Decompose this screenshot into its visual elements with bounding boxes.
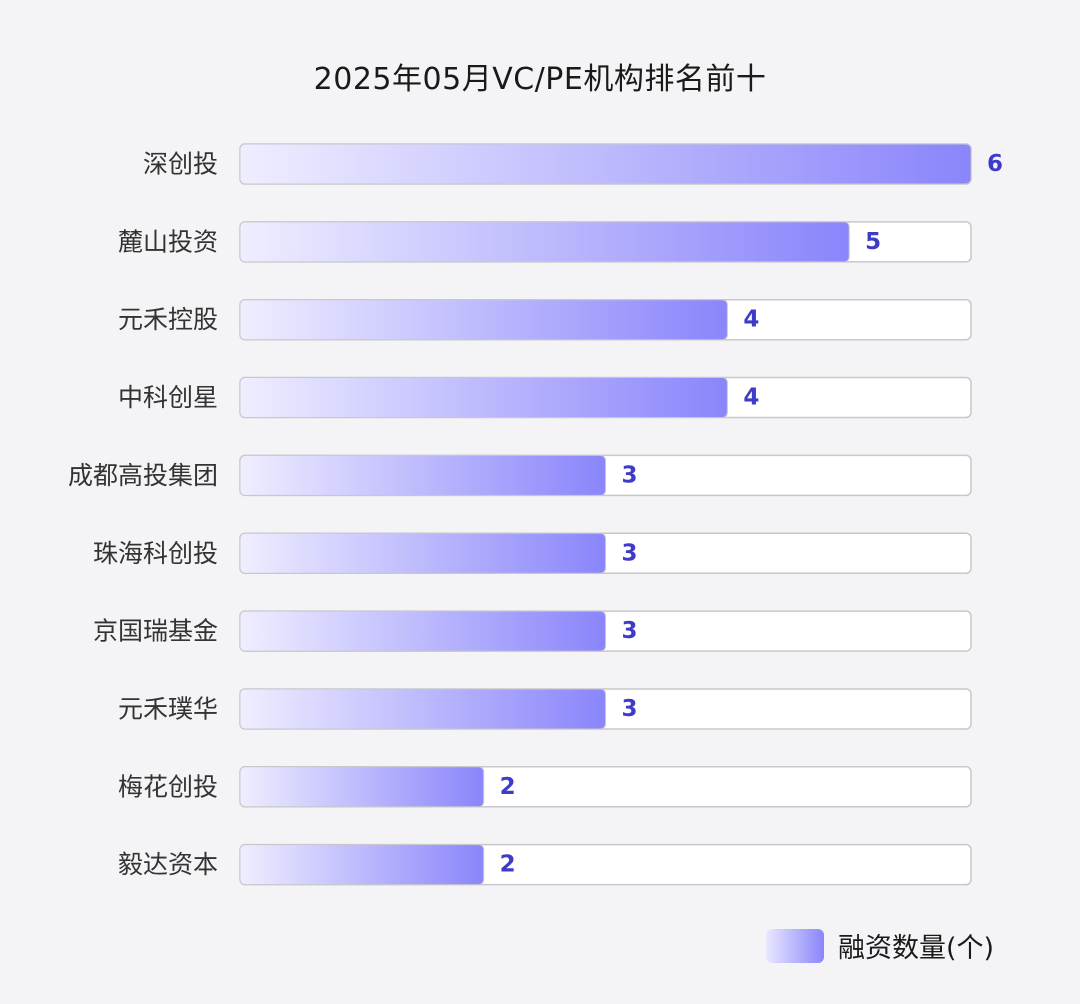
chart-title: 2025年05月VC/PE机构排名前十 xyxy=(313,62,767,97)
category-label: 梅花创投 xyxy=(118,772,218,801)
category-label: 深创投 xyxy=(143,150,218,179)
bar xyxy=(239,299,728,341)
category-label: 元禾璞华 xyxy=(118,694,218,723)
legend-swatch xyxy=(766,928,824,963)
bar xyxy=(239,688,606,730)
bar xyxy=(239,377,728,419)
data-label: 3 xyxy=(622,540,638,566)
bar xyxy=(239,844,485,886)
category-label: 元禾控股 xyxy=(118,305,218,334)
data-label: 6 xyxy=(987,151,1003,177)
data-label: 4 xyxy=(743,385,759,411)
bar xyxy=(239,610,606,652)
legend-label: 融资数量(个) xyxy=(838,933,995,964)
chart-legend: 融资数量(个) xyxy=(766,926,994,965)
category-label: 麓山投资 xyxy=(118,227,218,256)
category-label: 京国瑞基金 xyxy=(93,617,218,646)
bar xyxy=(239,221,850,263)
category-label: 成都高投集团 xyxy=(68,461,218,490)
data-label: 3 xyxy=(622,696,638,722)
data-label: 2 xyxy=(500,774,516,800)
bar xyxy=(239,766,485,808)
bar xyxy=(239,143,972,185)
data-label: 4 xyxy=(743,307,759,333)
data-label: 3 xyxy=(622,462,638,488)
category-label: 珠海科创投 xyxy=(93,539,218,568)
data-label: 2 xyxy=(500,852,516,878)
bar xyxy=(239,532,606,574)
category-label: 中科创星 xyxy=(118,383,218,412)
bar xyxy=(239,454,606,496)
category-label: 毅达资本 xyxy=(118,850,218,879)
data-label: 5 xyxy=(865,229,881,255)
data-label: 3 xyxy=(622,618,638,644)
